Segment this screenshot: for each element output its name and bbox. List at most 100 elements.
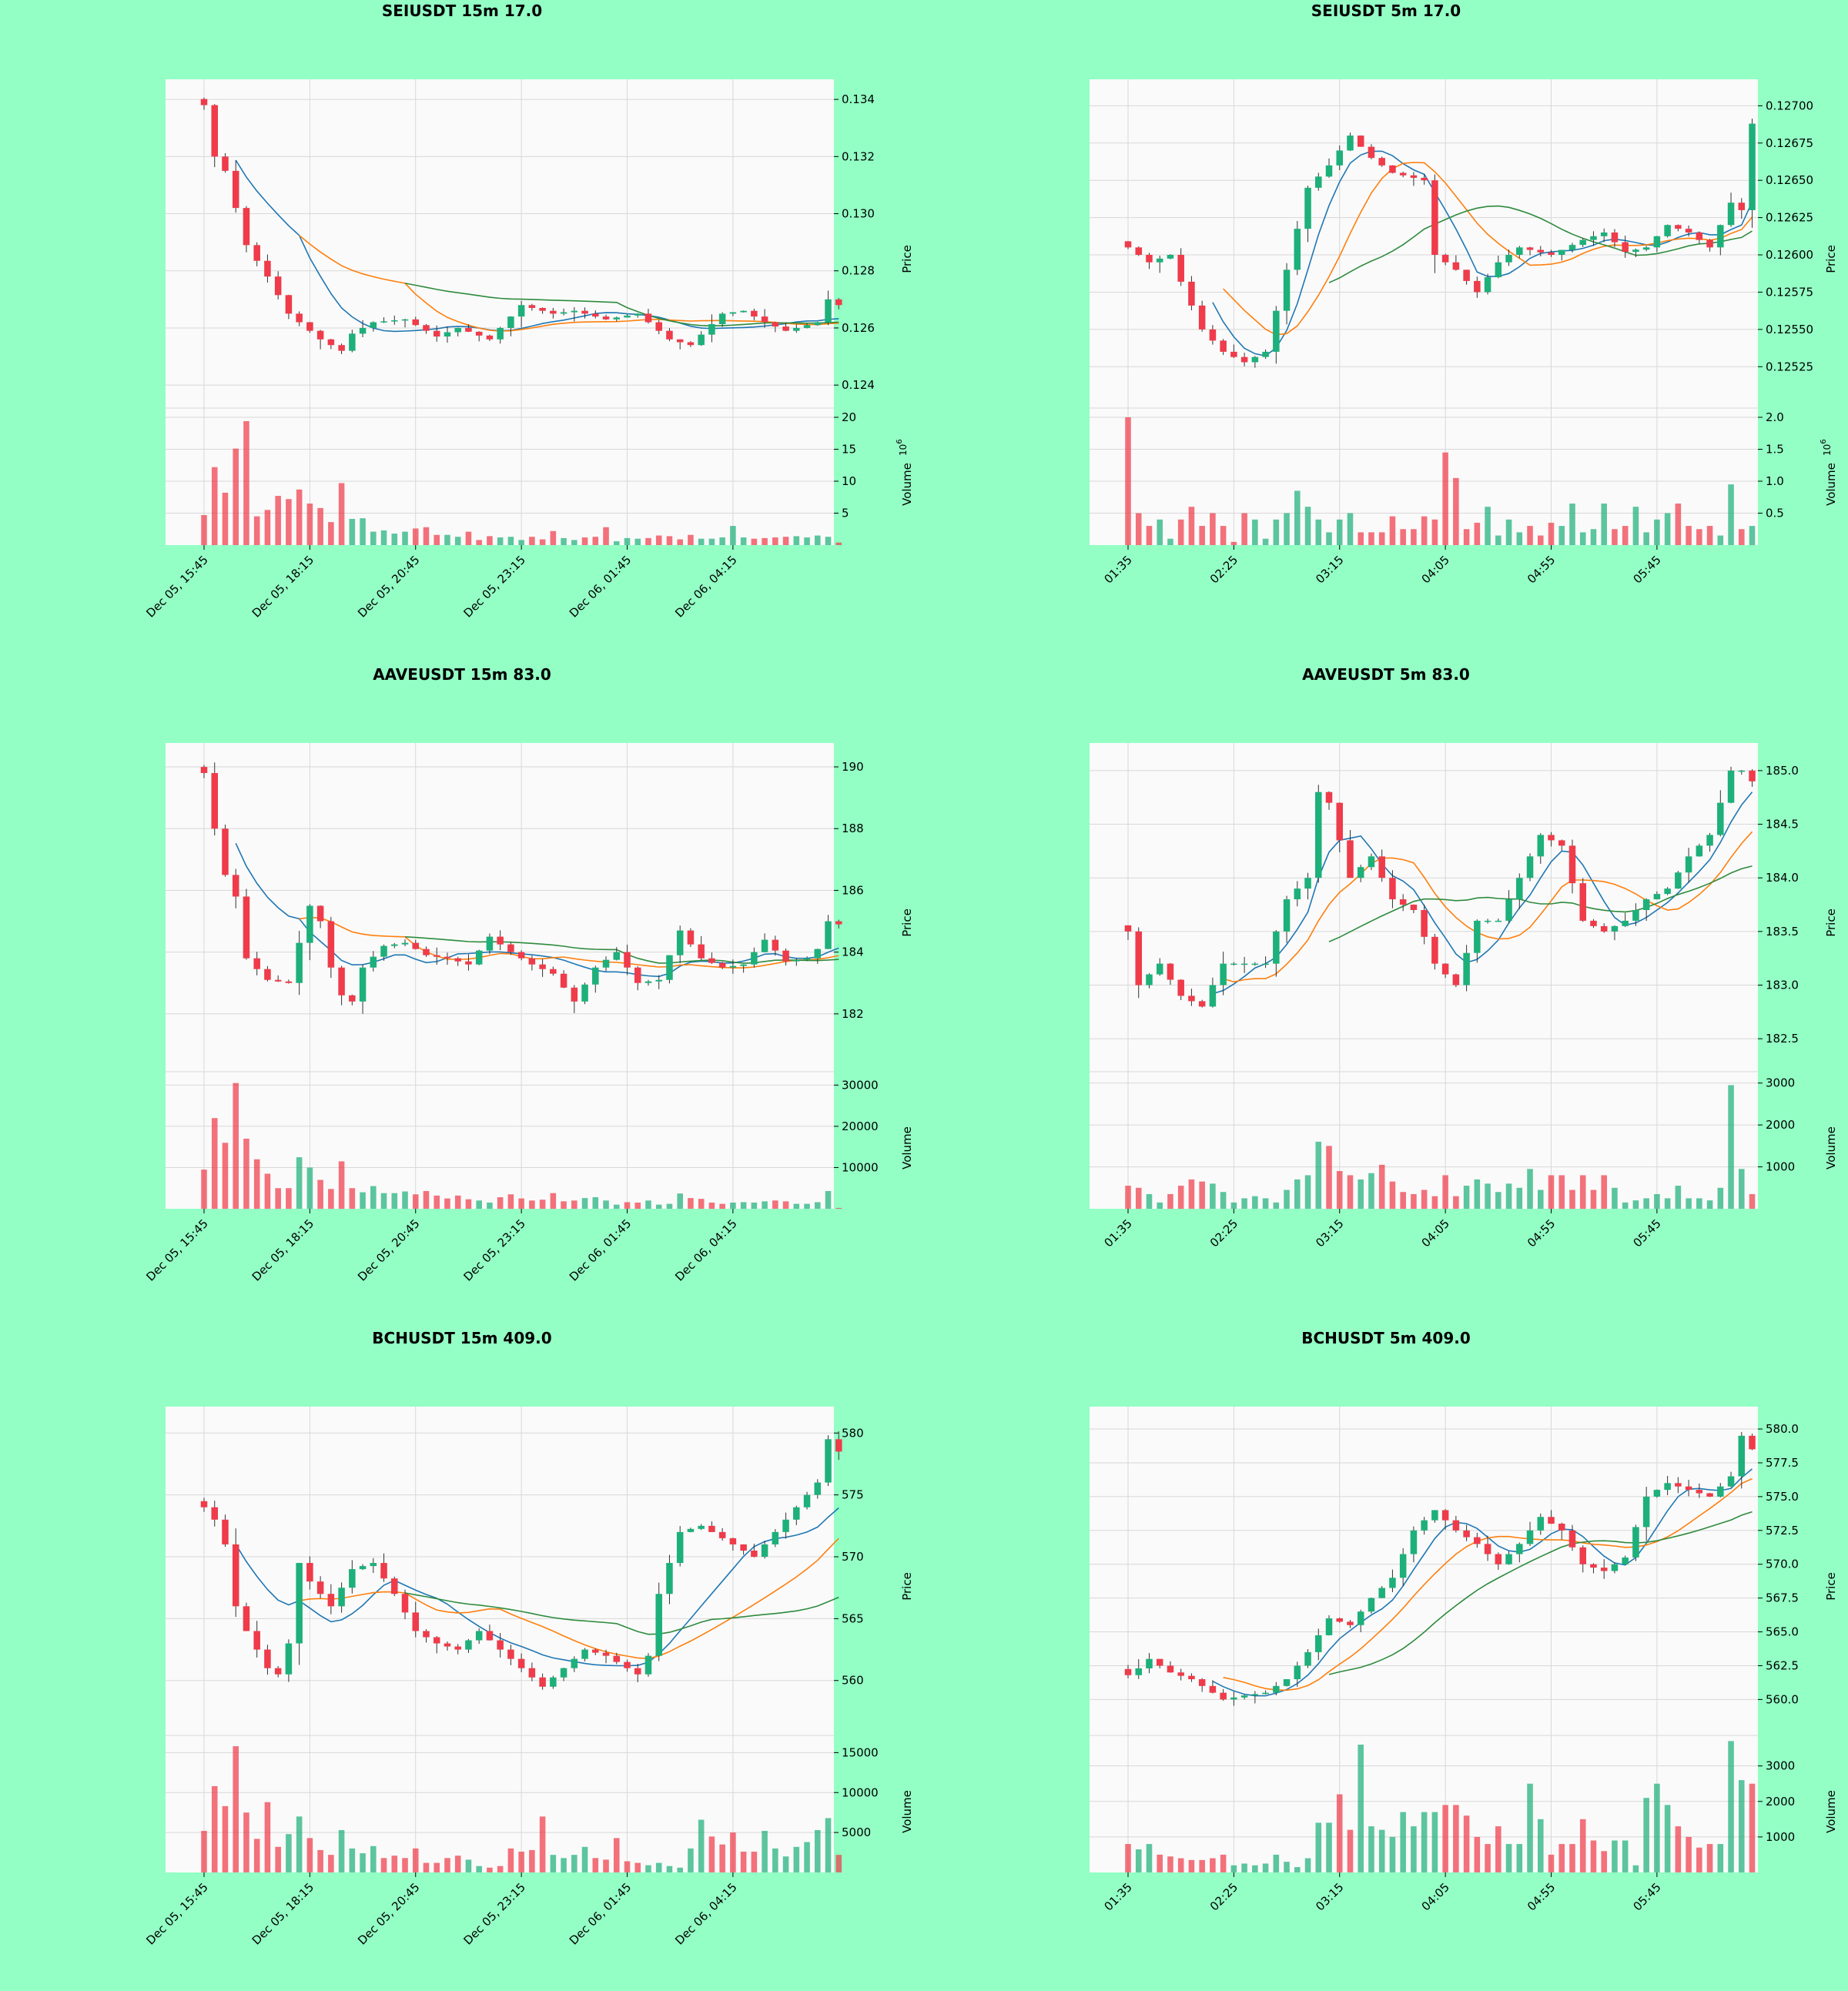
- volume-bar: [740, 537, 747, 545]
- candle: [676, 925, 684, 964]
- candle: [433, 1635, 440, 1654]
- candle: [1209, 977, 1217, 1008]
- volume-bar: [1675, 1826, 1682, 1872]
- candle-body: [1135, 247, 1142, 256]
- candle: [1537, 833, 1545, 864]
- volume-bar: [592, 1858, 599, 1872]
- volume-bar: [793, 1203, 800, 1209]
- candle-body: [1653, 236, 1661, 248]
- candle: [454, 1644, 461, 1655]
- price-tick-label: 580.0: [1766, 1422, 1799, 1436]
- volume-bar: [804, 1203, 810, 1209]
- price-plot-area: [1090, 1407, 1758, 1735]
- candle-body: [1526, 856, 1534, 878]
- x-tick-label: Dec 05, 18:15: [249, 553, 316, 620]
- candle: [835, 298, 842, 310]
- volume-bar: [1400, 529, 1406, 545]
- volume-bar: [815, 1202, 821, 1209]
- candle-body: [1600, 232, 1608, 236]
- candle: [1124, 925, 1132, 940]
- candle: [793, 324, 800, 333]
- candle: [528, 955, 536, 971]
- candle-body: [274, 276, 282, 296]
- candle-body: [1304, 878, 1311, 889]
- volume-bar: [1135, 1187, 1142, 1209]
- volume-bar: [1516, 1844, 1523, 1872]
- volume-bar: [740, 1852, 747, 1872]
- volume-bar: [1612, 1187, 1618, 1209]
- moving-average-line: [1212, 150, 1753, 357]
- candle-body: [1484, 1544, 1491, 1554]
- candle: [655, 975, 662, 989]
- candle-body: [825, 921, 832, 949]
- volume-bar: [1442, 1805, 1448, 1872]
- candle-body: [1685, 1486, 1692, 1491]
- volume-bar: [835, 542, 842, 545]
- candle-body: [1642, 899, 1650, 910]
- volume-bar: [561, 1201, 567, 1209]
- candle: [782, 1512, 789, 1539]
- volume-bar: [1252, 519, 1258, 545]
- volume-bar: [1717, 535, 1724, 545]
- volume-bar: [1358, 532, 1364, 545]
- candle-body: [803, 325, 811, 328]
- candle: [1304, 1649, 1311, 1668]
- volume-bar: [677, 539, 683, 545]
- volume-bar: [1643, 532, 1649, 545]
- x-tick-label: 04:55: [1525, 1216, 1558, 1250]
- candle: [1558, 1522, 1565, 1540]
- candle-body: [528, 958, 536, 965]
- candle: [1399, 171, 1407, 178]
- x-tick-label: Dec 05, 20:45: [355, 1216, 422, 1283]
- candle: [1474, 1532, 1481, 1548]
- x-tick-label: 01:35: [1102, 1880, 1135, 1913]
- price-tick-label: 190: [842, 760, 864, 774]
- candle-body: [370, 956, 377, 968]
- candle-body: [1495, 262, 1502, 278]
- volume-bar: [1453, 477, 1459, 545]
- candle: [1526, 246, 1534, 256]
- volume-bar: [1485, 1844, 1491, 1872]
- volume-bar: [1485, 507, 1491, 545]
- candle: [1347, 132, 1354, 152]
- candle: [232, 1528, 239, 1618]
- volume-tick-label: 20: [842, 410, 856, 424]
- x-tick-label: 03:15: [1313, 553, 1346, 586]
- candle-body: [1315, 176, 1322, 188]
- volume-bar: [1336, 519, 1343, 545]
- volume-bar: [1717, 1844, 1724, 1872]
- price-tick-label: 572.5: [1766, 1524, 1799, 1538]
- volume-tick-label: 5000: [842, 1825, 871, 1839]
- candle-body: [1283, 899, 1291, 932]
- volume-bar: [1728, 484, 1734, 545]
- candle: [634, 313, 641, 318]
- candle-body: [1283, 1679, 1291, 1686]
- candle-body: [1198, 1679, 1206, 1686]
- price-tick-label: 0.128: [842, 264, 875, 278]
- volume-bar: [391, 1193, 398, 1209]
- candle: [1240, 1695, 1248, 1700]
- volume-bar: [581, 1198, 588, 1209]
- candle-body: [613, 1655, 621, 1662]
- volume-tick-label: 3000: [1766, 1076, 1795, 1090]
- price-tick-label: 570.0: [1766, 1558, 1799, 1571]
- candle-body: [1441, 255, 1449, 263]
- candle-body: [793, 959, 800, 962]
- candle-body: [698, 1525, 705, 1529]
- candle: [1347, 1620, 1354, 1628]
- volume-bar: [1241, 1198, 1247, 1209]
- volume-bar: [233, 448, 239, 545]
- volume-bar: [1146, 526, 1153, 545]
- candle: [497, 1633, 504, 1658]
- volume-bar: [380, 530, 387, 545]
- candle-body: [1146, 255, 1153, 263]
- candle-body: [1389, 1578, 1396, 1588]
- volume-bar: [233, 1083, 239, 1209]
- volume-bar: [1400, 1192, 1406, 1209]
- volume-tick-label: 10: [842, 474, 856, 488]
- candle: [264, 965, 271, 982]
- candle-body: [316, 330, 324, 340]
- candle: [550, 307, 557, 319]
- candle: [1135, 927, 1142, 999]
- volume-bar: [222, 1143, 229, 1209]
